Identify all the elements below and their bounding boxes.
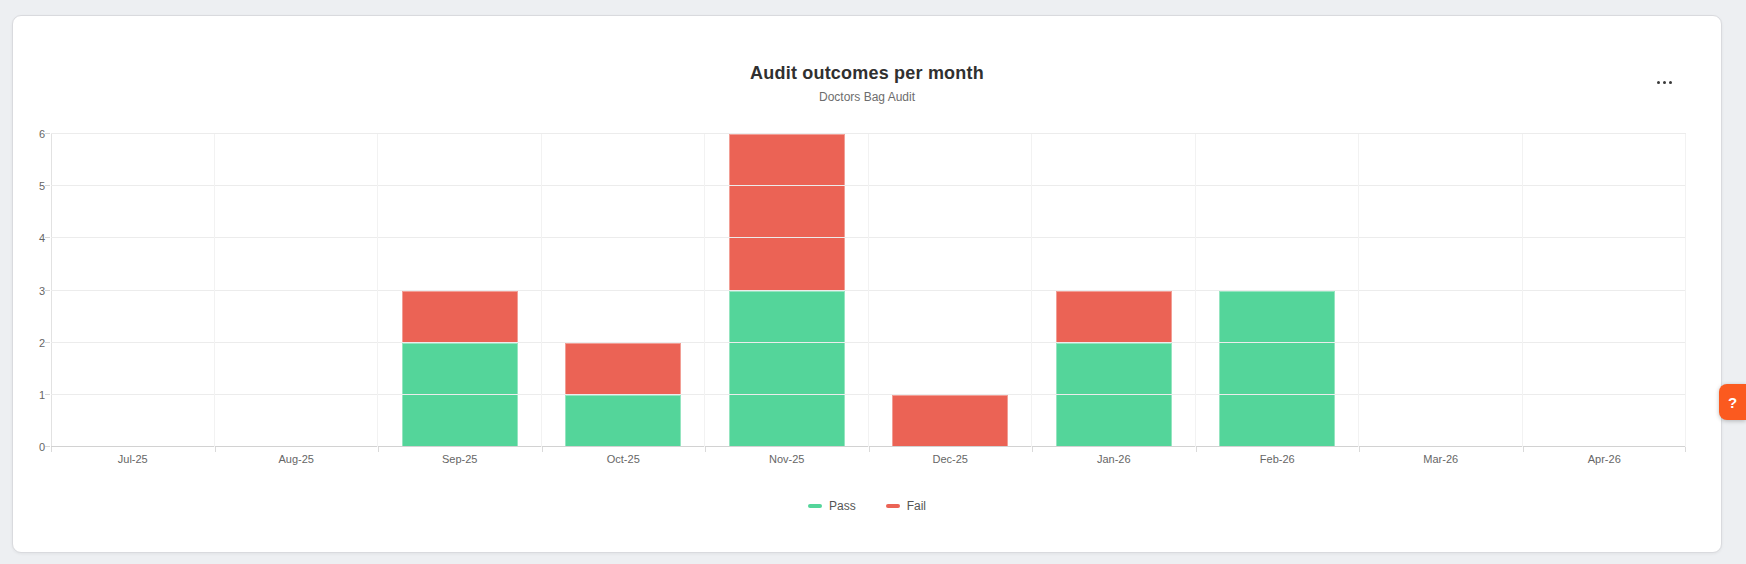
help-button[interactable]: ? <box>1719 384 1746 420</box>
legend-item-fail[interactable]: Fail <box>886 499 926 513</box>
x-axis-label: Apr-26 <box>1523 453 1687 465</box>
bar-column <box>1196 134 1360 447</box>
x-axis-label: Jul-25 <box>51 453 215 465</box>
y-axis-label: 1 <box>39 389 45 400</box>
y-axis-label: 3 <box>39 285 45 296</box>
x-axis-tick <box>1523 447 1524 452</box>
bar-segment-fail[interactable] <box>729 134 845 291</box>
legend-marker-icon <box>886 504 900 508</box>
y-axis-tick <box>45 446 50 447</box>
ellipsis-dot-icon <box>1669 81 1672 84</box>
bar-column <box>215 134 379 447</box>
stacked-bar <box>1219 291 1335 448</box>
y-axis-label: 4 <box>39 233 45 244</box>
gridline-horizontal <box>51 237 1686 238</box>
y-axis-tick <box>45 394 50 395</box>
gridline-horizontal <box>51 185 1686 186</box>
bar-segment-fail[interactable] <box>892 395 1008 447</box>
y-axis-tick <box>45 237 50 238</box>
stacked-bar <box>565 343 681 447</box>
x-axis-label: Sep-25 <box>378 453 542 465</box>
y-axis-label: 5 <box>39 181 45 192</box>
legend-item-pass[interactable]: Pass <box>808 499 856 513</box>
gridline-vertical <box>1195 134 1196 447</box>
x-axis-label: Aug-25 <box>215 453 379 465</box>
y-axis-tick <box>45 185 50 186</box>
chart-header: Audit outcomes per month Doctors Bag Aud… <box>13 63 1721 104</box>
page-background: Audit outcomes per month Doctors Bag Aud… <box>0 0 1746 564</box>
gridline-vertical <box>377 134 378 447</box>
bar-segment-fail[interactable] <box>1056 291 1172 343</box>
gridline-horizontal <box>51 342 1686 343</box>
bar-column <box>1032 134 1196 447</box>
bar-column <box>542 134 706 447</box>
gridline-vertical <box>704 134 705 447</box>
x-axis-tick <box>215 447 216 452</box>
legend-label: Fail <box>907 499 926 513</box>
x-axis-tick <box>1359 447 1360 452</box>
chart-legend: Pass Fail <box>13 499 1721 513</box>
stacked-bar <box>1056 291 1172 447</box>
x-axis-tick <box>51 447 52 452</box>
stacked-bar <box>729 134 845 447</box>
x-axis-label: Nov-25 <box>705 453 869 465</box>
y-axis-tick <box>45 133 50 134</box>
x-axis-tick <box>1196 447 1197 452</box>
x-axis-tick <box>1685 447 1686 452</box>
x-axis-tick <box>378 447 379 452</box>
y-axis-label: 2 <box>39 337 45 348</box>
y-axis-label: 6 <box>39 129 45 140</box>
gridline-vertical <box>1685 134 1686 447</box>
gridline-vertical <box>868 134 869 447</box>
x-axis-tick <box>542 447 543 452</box>
x-axis-tick <box>705 447 706 452</box>
stacked-bar <box>402 291 518 447</box>
bar-column <box>869 134 1033 447</box>
x-axis-label: Oct-25 <box>542 453 706 465</box>
x-axis-label: Jan-26 <box>1032 453 1196 465</box>
ellipsis-dot-icon <box>1657 81 1660 84</box>
chart-subtitle: Doctors Bag Audit <box>13 90 1721 104</box>
gridline-vertical <box>1031 134 1032 447</box>
x-axis-label: Mar-26 <box>1359 453 1523 465</box>
bar-columns <box>51 134 1686 447</box>
bar-segment-pass[interactable] <box>729 291 845 448</box>
y-axis-label: 0 <box>39 442 45 453</box>
chart-card: Audit outcomes per month Doctors Bag Aud… <box>12 15 1722 553</box>
bar-segment-pass[interactable] <box>565 395 681 447</box>
ellipsis-dot-icon <box>1663 81 1666 84</box>
gridline-horizontal <box>51 133 1686 134</box>
gridline-vertical <box>1358 134 1359 447</box>
y-axis-tick <box>45 342 50 343</box>
x-axis-label: Feb-26 <box>1196 453 1360 465</box>
bar-segment-fail[interactable] <box>402 291 518 343</box>
x-axis-label: Dec-25 <box>869 453 1033 465</box>
x-axis-tick <box>869 447 870 452</box>
bar-segment-pass[interactable] <box>1219 291 1335 448</box>
y-axis-tick <box>45 290 50 291</box>
bar-column <box>705 134 869 447</box>
gridline-vertical <box>214 134 215 447</box>
bar-column <box>378 134 542 447</box>
gridline-horizontal <box>51 290 1686 291</box>
gridline-vertical <box>1522 134 1523 447</box>
bar-column <box>1523 134 1687 447</box>
y-axis-labels: 0123456 <box>15 134 45 447</box>
bar-column <box>1359 134 1523 447</box>
x-axis-tick <box>1032 447 1033 452</box>
bar-column <box>51 134 215 447</box>
bar-segment-fail[interactable] <box>565 343 681 395</box>
plot-area <box>51 134 1686 447</box>
gridline-horizontal <box>51 394 1686 395</box>
x-axis-labels: Jul-25Aug-25Sep-25Oct-25Nov-25Dec-25Jan-… <box>51 453 1686 465</box>
legend-label: Pass <box>829 499 856 513</box>
gridline-vertical <box>541 134 542 447</box>
more-options-button[interactable] <box>1652 76 1677 89</box>
legend-marker-icon <box>808 504 822 508</box>
stacked-bar <box>892 395 1008 447</box>
chart-title: Audit outcomes per month <box>13 63 1721 84</box>
